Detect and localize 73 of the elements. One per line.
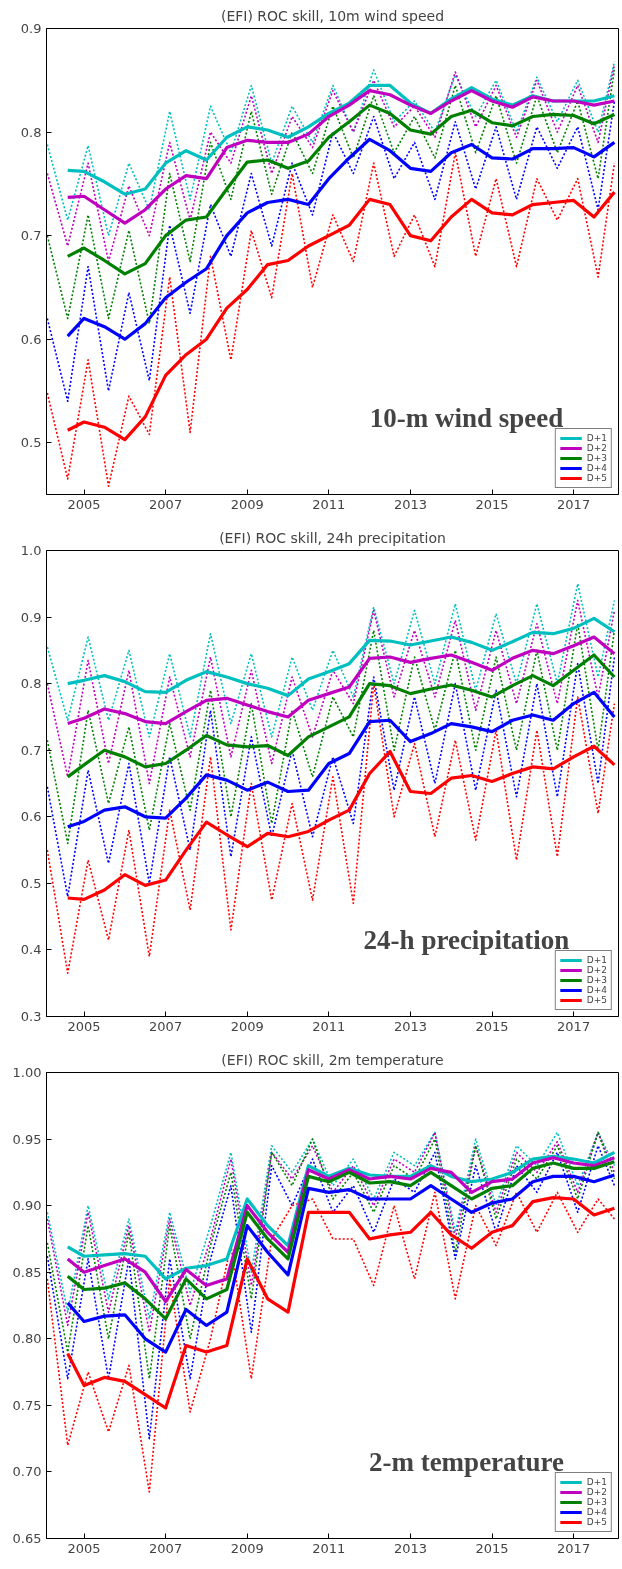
y-tick-label: 0.6 — [20, 809, 42, 825]
legend-label: D+2 — [586, 965, 607, 975]
legend-label: D+5 — [586, 995, 607, 1005]
chart-title: (EFI) ROC skill, 24h precipitation — [219, 529, 446, 546]
y-tick-label: 0.70 — [12, 1464, 42, 1480]
y-tick-label: 0.5 — [20, 875, 42, 891]
chart-title: (EFI) ROC skill, 10m wind speed — [220, 7, 445, 24]
line-series — [46, 622, 616, 845]
x-tick-label: 2011 — [312, 1018, 346, 1034]
y-tick-label: 0.8 — [20, 676, 42, 692]
y-tick-label: 0.9 — [20, 21, 42, 36]
line-series — [46, 69, 616, 325]
y-tick-label: 0.8 — [20, 124, 42, 140]
x-tick-label: 2017 — [557, 496, 591, 512]
y-tick-label: 0.5 — [20, 435, 42, 451]
y-tick-label: 1.00 — [12, 1065, 42, 1080]
legend-label: D+5 — [586, 1517, 607, 1527]
y-tick-label: 0.95 — [12, 1131, 42, 1147]
legend-label: D+2 — [586, 1487, 607, 1497]
x-tick-label: 2005 — [67, 496, 101, 512]
line-series — [46, 1131, 616, 1380]
annotation: 24-h precipitation — [363, 924, 570, 955]
line-series — [46, 656, 616, 898]
y-tick-label: 0.7 — [20, 228, 42, 244]
line-series — [46, 582, 616, 738]
legend-label: D+3 — [586, 453, 607, 463]
y-tick-label: 0.90 — [12, 1198, 42, 1214]
line-series — [46, 151, 616, 488]
legend-label: D+5 — [586, 473, 607, 483]
legend-label: D+1 — [586, 433, 607, 443]
legend-label: D+2 — [586, 443, 607, 453]
x-tick-label: 2011 — [312, 496, 346, 512]
legend-label: D+1 — [586, 955, 607, 965]
x-tick-label: 2013 — [393, 1018, 427, 1034]
y-tick-label: 0.4 — [20, 942, 42, 958]
x-tick-label: 2007 — [149, 496, 183, 512]
x-tick-label: 2005 — [67, 1018, 101, 1034]
y-tick-label: 1.0 — [20, 543, 42, 558]
x-tick-label: 2009 — [230, 496, 264, 512]
x-tick-label: 2005 — [67, 1540, 101, 1556]
annotation: 2-m temperature — [368, 1446, 565, 1477]
y-tick-label: 0.85 — [12, 1264, 42, 1280]
x-tick-label: 2009 — [230, 1018, 264, 1034]
y-tick-label: 0.75 — [12, 1397, 42, 1413]
legend-label: D+4 — [586, 985, 607, 995]
x-tick-label: 2017 — [557, 1540, 591, 1556]
legend-label: D+1 — [586, 1477, 607, 1487]
x-tick-label: 2007 — [149, 1018, 183, 1034]
legend-label: D+3 — [586, 975, 607, 985]
x-tick-label: 2015 — [475, 1540, 509, 1556]
y-tick-label: 0.80 — [12, 1331, 42, 1347]
chart-title: (EFI) ROC skill, 2m temperature — [221, 1051, 444, 1068]
x-tick-label: 2007 — [149, 1540, 183, 1556]
x-tick-label: 2013 — [393, 496, 427, 512]
line-series — [46, 599, 616, 785]
legend-label: D+4 — [586, 463, 607, 473]
line-series — [46, 1144, 616, 1440]
x-tick-label: 2009 — [230, 1540, 264, 1556]
legend-label: D+4 — [586, 1507, 607, 1517]
y-tick-label: 0.3 — [20, 1009, 42, 1024]
y-tick-label: 0.65 — [12, 1531, 42, 1546]
x-tick-label: 2011 — [312, 1540, 346, 1556]
x-tick-label: 2015 — [475, 1018, 509, 1034]
x-tick-label: 2015 — [475, 496, 509, 512]
y-tick-label: 0.9 — [20, 609, 42, 625]
x-tick-label: 2013 — [393, 1540, 427, 1556]
y-tick-label: 0.6 — [20, 331, 42, 347]
legend-label: D+3 — [586, 1497, 607, 1507]
line-series — [46, 100, 616, 403]
x-tick-label: 2017 — [557, 1018, 591, 1034]
y-tick-label: 0.7 — [20, 742, 42, 758]
annotation: 10-m wind speed — [369, 402, 564, 433]
line-series — [46, 1191, 616, 1493]
